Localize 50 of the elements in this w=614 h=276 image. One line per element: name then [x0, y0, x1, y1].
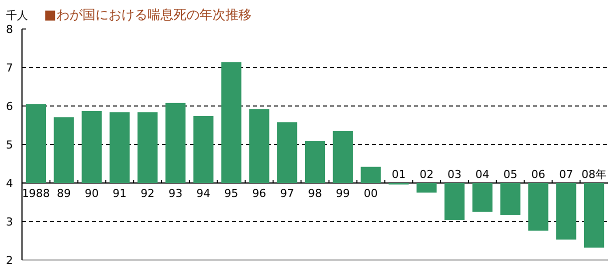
y-tick-label: 8 — [6, 23, 13, 36]
bar — [165, 102, 186, 183]
x-tick-label: 02 — [420, 168, 434, 181]
x-tick-label: 07 — [559, 168, 574, 181]
y-axis-title: 千人 — [6, 9, 28, 22]
bar — [277, 122, 298, 183]
bar — [584, 183, 604, 248]
x-tick-label: 98 — [308, 187, 322, 200]
x-tick-label: 90 — [84, 187, 99, 200]
x-tick-label: 01 — [392, 168, 406, 181]
x-tick-label: 99 — [336, 187, 350, 200]
bar — [82, 111, 102, 183]
x-tick-label: 03 — [448, 168, 462, 181]
bar — [556, 183, 576, 240]
x-tick-label: 91 — [112, 187, 127, 200]
bar — [360, 166, 381, 183]
x-tick-label: 08年 — [582, 168, 607, 181]
y-tick-label: 7 — [6, 62, 13, 74]
bar — [54, 117, 74, 183]
y-tick-label: 5 — [6, 138, 13, 152]
chart-title: ■わが国における喘息死の年次推移 — [44, 8, 252, 23]
x-tick-label: 97 — [280, 187, 294, 200]
x-tick-label: 92 — [140, 187, 155, 200]
y-tick-label: 4 — [6, 177, 13, 190]
x-tick-label: 1988 — [22, 187, 50, 200]
x-tick-label: 95 — [224, 187, 238, 200]
bar — [193, 116, 214, 183]
bar — [444, 183, 465, 220]
bar — [528, 183, 548, 231]
x-tick-label: 04 — [475, 168, 490, 181]
bar — [332, 131, 353, 183]
x-tick-label: 89 — [56, 187, 71, 200]
x-tick-label: 93 — [168, 187, 182, 200]
x-tick-label: 05 — [503, 168, 518, 181]
bar — [416, 183, 437, 193]
bar — [249, 109, 270, 183]
bar — [221, 62, 242, 183]
bar — [26, 104, 46, 183]
y-tick-label: 2 — [6, 254, 13, 267]
bar — [472, 183, 492, 212]
bar — [110, 112, 130, 183]
x-tick-label: 00 — [364, 187, 378, 200]
x-tick-label: 06 — [531, 168, 546, 181]
y-tick-label: 6 — [6, 100, 13, 113]
x-tick-label: 96 — [252, 187, 266, 200]
y-tick-label: 3 — [6, 216, 13, 228]
bar — [138, 112, 158, 183]
bar — [304, 141, 326, 183]
x-tick-label: 94 — [196, 187, 210, 200]
bar — [500, 183, 520, 215]
